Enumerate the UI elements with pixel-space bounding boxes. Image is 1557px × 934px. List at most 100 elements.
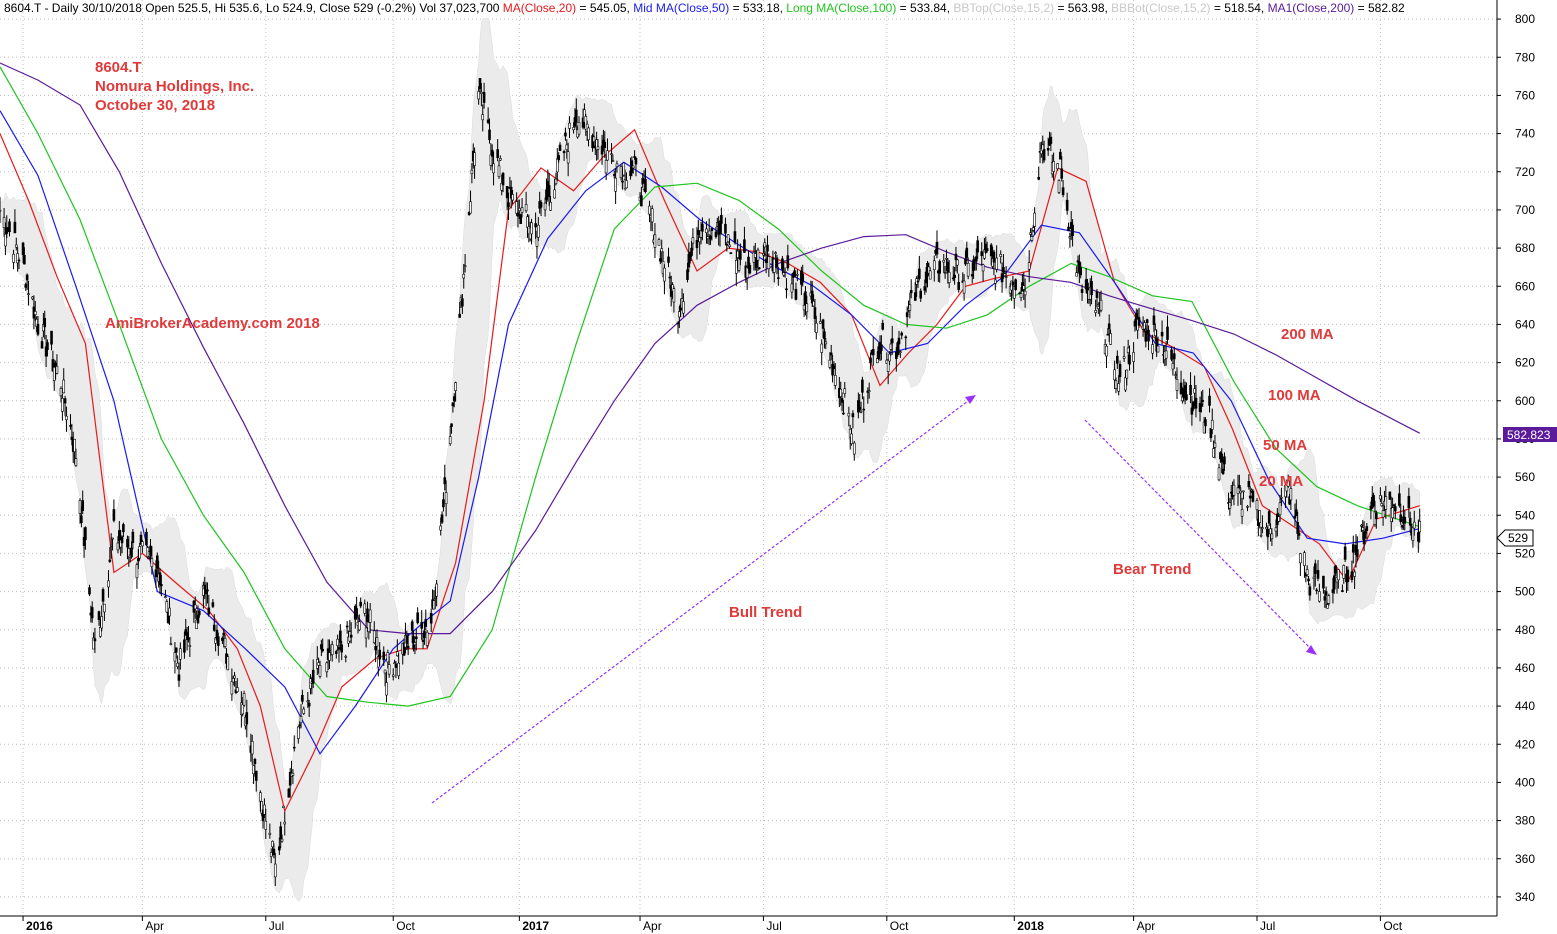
price-bar-body bbox=[198, 610, 201, 616]
price-bar-body bbox=[663, 267, 666, 282]
price-bar-body bbox=[793, 270, 796, 278]
price-bar-body bbox=[260, 801, 264, 814]
price-bar-body bbox=[149, 545, 152, 556]
price-bar-body bbox=[980, 251, 984, 257]
ma-line-mid-ma-close-50 bbox=[0, 110, 1420, 755]
price-bar-body bbox=[1171, 363, 1175, 370]
price-bar-body bbox=[772, 258, 776, 273]
price-bar-body bbox=[61, 398, 64, 412]
price-bar-body bbox=[120, 536, 124, 544]
price-bar-body bbox=[622, 162, 626, 176]
price-bar-body bbox=[111, 537, 114, 540]
price-bar-body bbox=[366, 608, 369, 623]
price-bar-body bbox=[762, 253, 765, 256]
price-bar-body bbox=[1109, 333, 1112, 345]
y-tick-label: 740 bbox=[1515, 127, 1535, 141]
price-bar-body bbox=[108, 559, 112, 562]
x-tick-label: Jul bbox=[766, 919, 781, 933]
price-bar-body bbox=[367, 622, 371, 633]
price-bar-body bbox=[36, 323, 40, 335]
price-bar-body bbox=[103, 603, 106, 613]
price-bar-body bbox=[507, 202, 510, 208]
price-bar-body bbox=[1384, 496, 1388, 510]
x-tick-label: Oct bbox=[1383, 919, 1402, 933]
ma-line-long-ma-close-100 bbox=[0, 66, 1420, 707]
price-bar-body bbox=[774, 252, 777, 254]
price-bar-body bbox=[1002, 266, 1005, 273]
price-bar-body bbox=[1269, 528, 1272, 535]
price-bar-body bbox=[435, 583, 438, 597]
price-bar-body bbox=[154, 569, 158, 578]
price-bar-body bbox=[481, 114, 485, 121]
price-bar-body bbox=[775, 257, 779, 268]
price-bar-body bbox=[287, 788, 291, 798]
price-bar-body bbox=[1122, 356, 1126, 359]
price-bar-body bbox=[904, 336, 908, 339]
price-bar-body bbox=[1308, 586, 1312, 596]
price-bar-body bbox=[1379, 495, 1382, 500]
price-bar-body bbox=[196, 614, 200, 624]
price-bar-body bbox=[946, 261, 950, 274]
price-bar-body bbox=[965, 247, 969, 259]
price-bar-body bbox=[302, 708, 306, 714]
price-bar-body bbox=[1172, 353, 1176, 360]
y-tick-label: 440 bbox=[1515, 699, 1535, 713]
price-bar-body bbox=[1267, 511, 1271, 524]
price-bar-body bbox=[889, 343, 893, 350]
price-bar-body bbox=[1242, 490, 1245, 493]
price-bar-body bbox=[562, 151, 566, 154]
price-bar-body bbox=[821, 319, 825, 329]
price-bar-body bbox=[748, 265, 752, 274]
price-bar-body bbox=[118, 530, 121, 542]
price-bar-body bbox=[1324, 591, 1328, 596]
y-tick-label: 380 bbox=[1515, 814, 1535, 828]
price-bar-body bbox=[686, 269, 689, 280]
price-bar-body bbox=[421, 640, 425, 642]
x-tick-label: Apr bbox=[1137, 919, 1156, 933]
price-bar-body bbox=[1065, 199, 1069, 211]
price-bar-body bbox=[233, 675, 236, 679]
price-bar-body bbox=[839, 388, 843, 397]
price-bar-body bbox=[345, 625, 349, 628]
price-bar-body bbox=[1079, 267, 1083, 276]
price-bar-body bbox=[363, 603, 367, 614]
price-bar-body bbox=[653, 234, 657, 248]
price-bar-body bbox=[1346, 569, 1350, 583]
price-bar-body bbox=[767, 256, 771, 270]
price-bar-body bbox=[1099, 299, 1103, 311]
price-bar-body bbox=[126, 538, 129, 548]
price-bar-body bbox=[100, 616, 103, 629]
price-bar-body bbox=[1151, 344, 1154, 354]
price-bar-body bbox=[433, 597, 437, 599]
price-bar-body bbox=[659, 258, 662, 262]
price-bar-body bbox=[462, 273, 466, 279]
price-bar-body bbox=[1305, 569, 1309, 575]
price-bar-body bbox=[183, 639, 186, 653]
price-bar-body bbox=[340, 644, 344, 653]
price-bar-body bbox=[364, 627, 368, 639]
price-bar-body bbox=[135, 564, 139, 579]
price-bar-body bbox=[1246, 506, 1249, 508]
price-bar-body bbox=[1303, 552, 1306, 566]
price-bar-body bbox=[382, 651, 386, 661]
price-bar-body bbox=[858, 406, 861, 410]
price-bar-body bbox=[0, 209, 2, 212]
price-bar-body bbox=[604, 159, 608, 174]
price-bar-body bbox=[867, 390, 871, 393]
price-bar-body bbox=[1019, 293, 1023, 298]
price-bar-body bbox=[1331, 589, 1335, 594]
price-bar-body bbox=[705, 228, 708, 233]
price-bar-body bbox=[90, 607, 94, 619]
price-bar-body bbox=[81, 500, 85, 511]
price-bar-body bbox=[842, 412, 845, 415]
price-bar-body bbox=[1166, 326, 1169, 340]
price-bar-body bbox=[938, 261, 941, 274]
price-bar-body bbox=[164, 596, 167, 598]
price-bar-body bbox=[1220, 453, 1224, 463]
price-bar-body bbox=[505, 185, 509, 199]
price-bar-body bbox=[176, 662, 179, 667]
price-bar-body bbox=[272, 848, 276, 856]
price-bar-body bbox=[131, 531, 135, 543]
price-bar-body bbox=[1059, 151, 1062, 160]
price-bar-body bbox=[50, 330, 53, 345]
